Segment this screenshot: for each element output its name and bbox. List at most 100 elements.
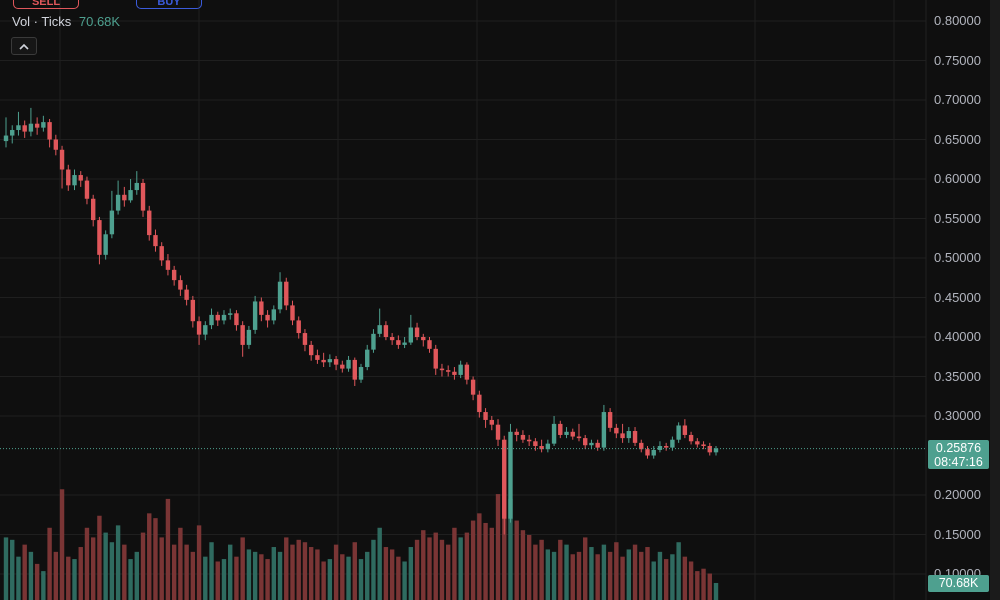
candle xyxy=(47,118,52,148)
candle xyxy=(421,333,426,347)
candle-body xyxy=(607,412,613,428)
candle-body xyxy=(545,443,551,450)
candle-body xyxy=(140,182,146,211)
candle-body xyxy=(383,325,389,337)
volume-bar xyxy=(78,547,83,600)
volume-bar xyxy=(564,544,569,600)
volume-bar xyxy=(595,554,600,600)
candle-body xyxy=(371,333,376,350)
candle xyxy=(41,115,46,132)
candle xyxy=(701,441,706,450)
axis-tick-label: 0.30000 xyxy=(934,408,981,423)
candle xyxy=(72,169,77,191)
candle xyxy=(520,430,526,443)
candle-body xyxy=(72,175,77,186)
candle xyxy=(614,423,619,439)
volume-bar xyxy=(184,544,189,600)
candle-body xyxy=(327,359,333,363)
candle-body xyxy=(645,449,650,456)
volume-bar xyxy=(371,539,376,600)
volume-bar xyxy=(290,544,295,600)
volume-bar xyxy=(271,547,277,600)
candle xyxy=(240,321,245,357)
volume-tag: 70.68K xyxy=(928,575,989,592)
candle-body xyxy=(284,281,289,306)
candle-body xyxy=(209,314,214,326)
volume-bar xyxy=(508,498,513,600)
candle-body xyxy=(458,364,463,375)
candle-body xyxy=(445,370,451,372)
candle-body xyxy=(439,368,445,371)
candle xyxy=(346,355,351,372)
volume-bar xyxy=(545,549,551,600)
volume-bar xyxy=(402,561,407,600)
axis-tick-label: 0.80000 xyxy=(934,13,981,28)
volume-bar xyxy=(34,563,40,600)
candle-body xyxy=(115,194,121,211)
candle xyxy=(688,431,694,445)
candle xyxy=(508,423,513,523)
axis-tick-label: 0.70000 xyxy=(934,92,981,107)
candle-body xyxy=(676,425,681,440)
candle xyxy=(645,446,650,459)
candle xyxy=(209,308,214,330)
candle-body xyxy=(259,301,264,315)
candle xyxy=(589,439,594,450)
candle-body xyxy=(246,329,252,345)
candle xyxy=(458,360,463,379)
volume-bar xyxy=(340,554,345,600)
candle xyxy=(153,229,158,252)
candle-body xyxy=(59,149,65,170)
candle xyxy=(147,205,152,241)
volume-bar xyxy=(246,549,252,600)
volume-bar xyxy=(333,544,339,600)
candle-body xyxy=(271,309,277,321)
candle xyxy=(78,171,83,187)
candle xyxy=(122,186,127,207)
candle-body xyxy=(558,423,563,435)
candle xyxy=(171,265,177,286)
volume-bar xyxy=(234,556,239,600)
candle xyxy=(551,416,557,447)
candle xyxy=(477,390,482,418)
candle-body xyxy=(296,320,301,334)
axis-tick-label: 0.45000 xyxy=(934,289,981,305)
candle-body xyxy=(277,281,283,310)
volume-bar xyxy=(539,539,544,600)
candle-body xyxy=(682,425,688,435)
candle-body xyxy=(103,234,108,255)
volume-bar xyxy=(458,537,463,600)
candle xyxy=(234,310,239,331)
volume-bar xyxy=(47,527,52,600)
candle-body xyxy=(109,210,115,235)
candle xyxy=(626,427,632,443)
volume-bar xyxy=(713,582,719,600)
volume-bar xyxy=(433,532,438,600)
candle-body xyxy=(688,434,694,442)
volume-bar xyxy=(551,551,557,600)
candle-body xyxy=(171,269,177,281)
volume-bar xyxy=(365,551,370,600)
candle xyxy=(159,242,164,266)
candle-body xyxy=(3,135,9,142)
collapse-legend-button[interactable] xyxy=(11,37,37,55)
legend-value: 70.68K xyxy=(78,14,121,29)
candle-body xyxy=(477,394,482,413)
candle xyxy=(358,363,364,383)
candle xyxy=(470,376,476,401)
buy-button[interactable]: BUY xyxy=(136,0,202,9)
volume-bar xyxy=(308,547,314,600)
candle xyxy=(59,145,65,189)
candle xyxy=(97,216,102,265)
sell-button[interactable]: SELL xyxy=(13,0,79,9)
volume-bar xyxy=(533,544,538,600)
volume-bar xyxy=(72,559,77,600)
axis-tick-label: 0.55000 xyxy=(934,210,981,226)
volume-bar xyxy=(383,547,389,600)
candle-body xyxy=(178,280,183,290)
candle-body xyxy=(228,313,233,315)
volume-bar xyxy=(583,537,588,600)
candle-body xyxy=(433,348,438,369)
candle xyxy=(707,442,712,456)
